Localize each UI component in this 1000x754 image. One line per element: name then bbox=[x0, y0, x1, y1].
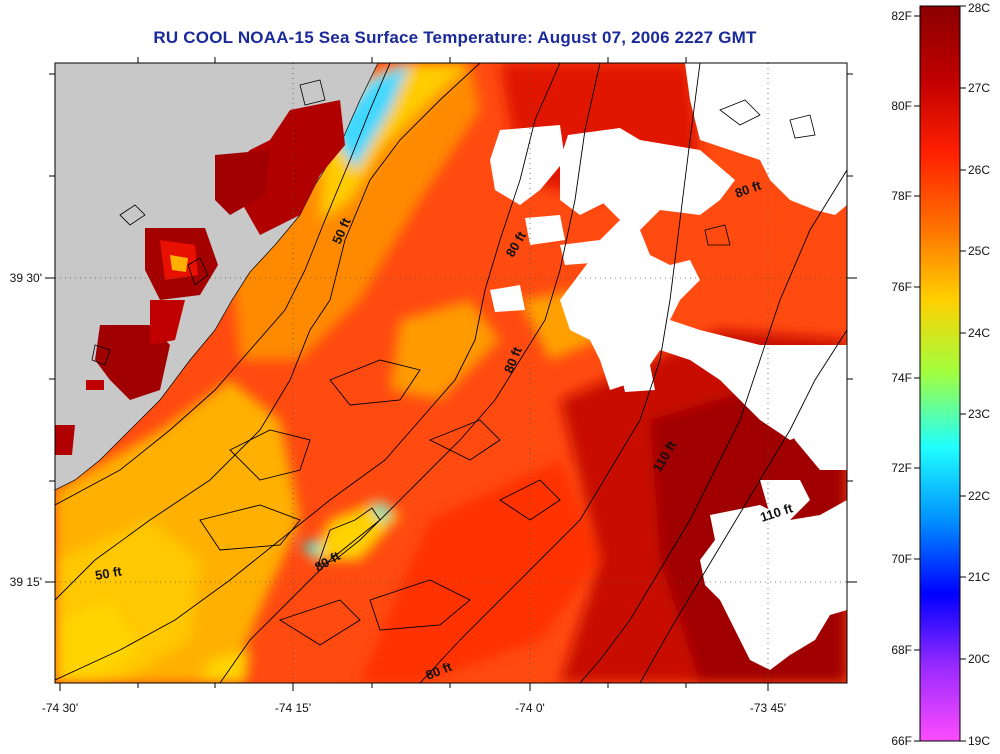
colorbar-c-label: 24C bbox=[968, 326, 990, 340]
colorbar: 82F 80F 78F 76F 74F 72F 70F 68F 66F 28C … bbox=[891, 1, 990, 748]
colorbar-gradient bbox=[919, 5, 961, 742]
colorbar-c-label: 25C bbox=[968, 244, 990, 258]
x-tick-label: -74 30' bbox=[42, 701, 78, 715]
grid-lines bbox=[55, 63, 847, 683]
y-tick-label: 39 15' bbox=[10, 575, 42, 589]
colorbar-c-label: 26C bbox=[968, 163, 990, 177]
coastline-outlines bbox=[91, 79, 816, 366]
colorbar-f-label: 66F bbox=[891, 734, 912, 748]
colorbar-f-label: 70F bbox=[891, 552, 912, 566]
x-tick-labels: -74 30' -74 15' -74 0' -73 45' bbox=[42, 701, 786, 715]
colorbar-c-label: 28C bbox=[968, 1, 990, 15]
cloud-mask bbox=[490, 63, 847, 670]
depth-contours bbox=[55, 63, 847, 683]
colorbar-c-label: 23C bbox=[968, 407, 990, 421]
x-tick-label: -73 45' bbox=[750, 701, 786, 715]
colorbar-fahrenheit-labels: 82F 80F 78F 76F 74F 72F 70F 68F 66F bbox=[891, 9, 912, 748]
colorbar-celsius-labels: 28C 27C 26C 25C 24C 23C 22C 21C 20C 19C bbox=[968, 1, 990, 748]
colorbar-f-label: 74F bbox=[891, 371, 912, 385]
colorbar-f-label: 82F bbox=[891, 9, 912, 23]
colorbar-f-label: 68F bbox=[891, 643, 912, 657]
map-area bbox=[55, 63, 847, 683]
y-tick-label: 39 30' bbox=[10, 271, 42, 285]
colorbar-f-label: 76F bbox=[891, 280, 912, 294]
map-title: RU COOL NOAA-15 Sea Surface Temperature:… bbox=[153, 28, 757, 47]
axis-ticks bbox=[45, 57, 857, 691]
colorbar-f-label: 72F bbox=[891, 461, 912, 475]
plot-frame bbox=[54, 62, 848, 684]
y-tick-labels: 39 30' 39 15' bbox=[10, 271, 42, 589]
colorbar-c-label: 22C bbox=[968, 489, 990, 503]
x-tick-label: -74 0' bbox=[515, 701, 545, 715]
contour-label: 50 ft bbox=[94, 563, 124, 583]
colorbar-c-label: 27C bbox=[968, 81, 990, 95]
bay-temperature bbox=[55, 100, 345, 455]
colorbar-c-label: 19C bbox=[968, 734, 990, 748]
colorbar-f-label: 78F bbox=[891, 189, 912, 203]
colorbar-f-label: 80F bbox=[891, 99, 912, 113]
colorbar-c-label: 21C bbox=[968, 570, 990, 584]
x-tick-label: -74 15' bbox=[275, 701, 311, 715]
colorbar-c-label: 20C bbox=[968, 652, 990, 666]
